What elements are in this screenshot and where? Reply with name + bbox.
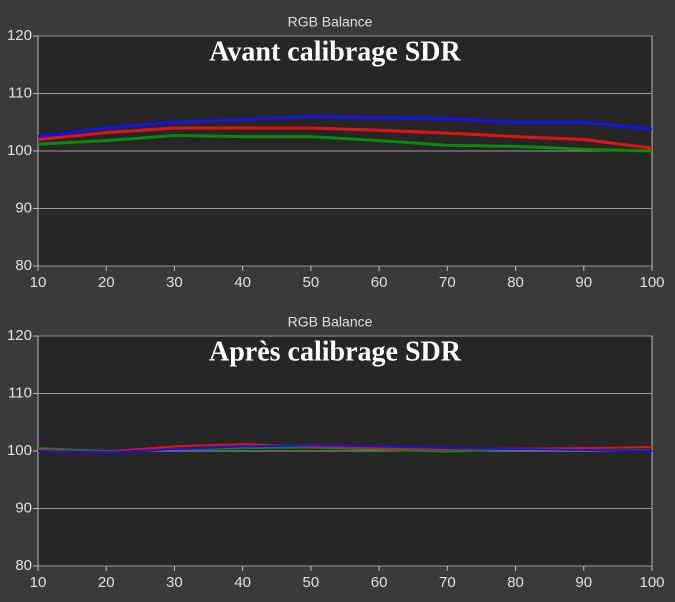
chart-title: RGB Balance [288,314,373,330]
annotation: Après calibrage SDR [209,336,462,367]
x-tick-label: 100 [639,574,664,591]
annotation: Avant calibrage SDR [209,36,461,67]
x-tick-label: 10 [30,274,47,291]
x-tick-label: 20 [98,574,115,591]
x-tick-label: 90 [575,574,592,591]
x-tick-label: 40 [234,574,251,591]
series-line [37,133,653,153]
x-tick-label: 20 [98,274,115,291]
x-tick-label: 30 [166,574,183,591]
series-line [37,444,653,454]
y-tick-label: 90 [15,499,32,516]
x-tick-label: 50 [303,574,320,591]
y-tick-label: 80 [15,257,32,274]
series-line [37,126,653,150]
y-tick-label: 120 [7,27,32,44]
y-tick-label: 90 [15,199,32,216]
x-tick-label: 50 [303,274,320,291]
y-tick-label: 110 [8,84,32,101]
x-tick-label: 30 [166,274,183,291]
series-line [37,443,653,453]
x-tick-label: 80 [507,274,524,291]
series-line [37,115,653,139]
x-tick-label: 90 [575,274,592,291]
chart-title: RGB Balance [288,14,373,30]
x-tick-label: 40 [234,274,251,291]
y-tick-label: 120 [7,327,32,344]
x-tick-label: 10 [30,574,47,591]
x-tick-label: 60 [371,574,388,591]
y-tick-label: 100 [7,142,32,159]
x-tick-label: 60 [371,274,388,291]
y-tick-label: 110 [8,384,32,401]
y-tick-label: 80 [15,557,32,574]
x-tick-label: 80 [507,574,524,591]
x-tick-label: 70 [439,274,456,291]
y-tick-label: 100 [7,442,32,459]
x-tick-label: 70 [439,574,456,591]
x-tick-label: 100 [639,274,664,291]
